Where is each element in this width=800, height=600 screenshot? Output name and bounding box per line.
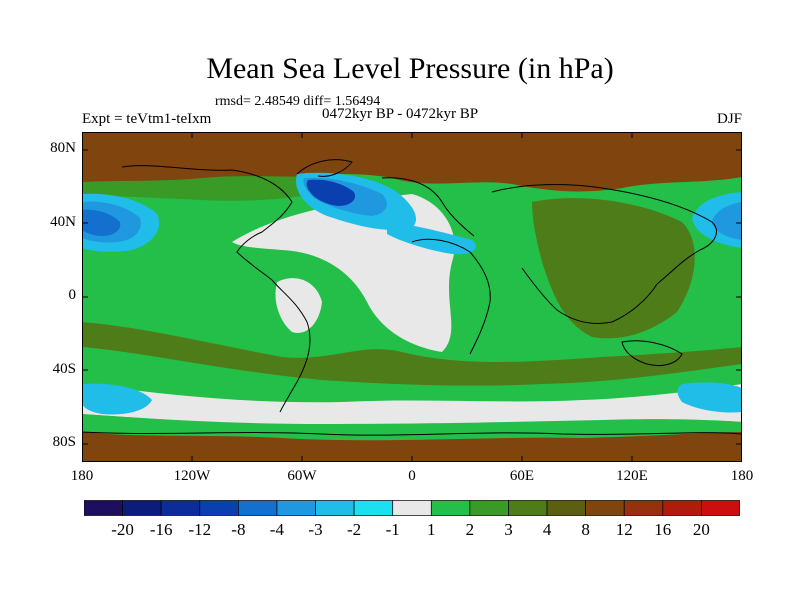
southern-neutral-band — [82, 384, 742, 426]
asia-olive-region — [532, 198, 695, 339]
lon-label-180w: 180 — [70, 468, 94, 484]
colorbar-swatch — [315, 500, 355, 516]
colorbar-swatch — [623, 500, 664, 516]
axis-ticks — [82, 132, 742, 462]
colorbar-label: 8 — [581, 520, 590, 539]
north-pacific-low-core-left — [82, 209, 121, 236]
colorbar-swatch — [353, 500, 394, 516]
colorbar-swatch — [84, 500, 123, 516]
colorbar-swatch — [585, 500, 625, 516]
lat-label-80n: 80N — [50, 140, 76, 156]
coastlines — [82, 159, 742, 436]
colorbar-label: -3 — [308, 520, 323, 539]
colorbar-label: 2 — [465, 520, 475, 539]
colorbar-swatch — [122, 500, 162, 516]
lon-label-60e: 60E — [509, 468, 535, 484]
colorbar-label: 3 — [504, 520, 513, 539]
colorbar-label: 1 — [427, 520, 436, 539]
colorbar-label: -2 — [347, 520, 362, 539]
south-pacific-low-left — [82, 383, 152, 415]
colorbar-label: -16 — [149, 520, 173, 539]
colorbar-label: 16 — [654, 520, 672, 539]
lon-label-180e: 180 — [730, 468, 754, 484]
lon-label-120e: 120E — [616, 468, 648, 484]
plot-title: Mean Sea Level Pressure (in hPa) — [206, 52, 614, 85]
lat-label-80s: 80S — [52, 434, 76, 450]
colorbar-swatch — [701, 500, 740, 516]
southern-olive-band — [82, 322, 742, 386]
experiment-label: Expt = teVtm1-teIxm — [82, 111, 212, 127]
colorbar-swatch — [662, 500, 702, 516]
stats-line: rmsd= 2.48549 diff= 1.56494 — [215, 94, 381, 109]
colorbar-swatch — [199, 500, 239, 516]
colorbar-label: 4 — [542, 520, 552, 539]
colorbar-swatch — [160, 500, 201, 516]
colorbar-swatch — [238, 500, 278, 516]
colorbar-swatch — [469, 500, 509, 516]
colorbar-label: -4 — [269, 520, 284, 539]
colorbar-label: -20 — [111, 520, 134, 539]
subtropical-atlantic-blue-tongue — [387, 222, 476, 255]
lon-label-120w: 120W — [173, 468, 211, 484]
lat-label-0: 0 — [68, 287, 77, 303]
period-label: 0472kyr BP - 0472kyr BP — [322, 106, 479, 122]
colorbar-swatch — [508, 500, 548, 516]
lat-label-40n: 40N — [50, 214, 76, 230]
colorbar-swatch — [430, 500, 471, 516]
colorbar-label: -12 — [188, 520, 212, 539]
colorbar — [84, 500, 740, 516]
lon-label-60w: 60W — [287, 468, 317, 484]
colorbar-label: 20 — [692, 520, 710, 539]
season-label: DJF — [716, 111, 742, 127]
pressure-map — [82, 132, 742, 462]
antarctic-brown-band — [82, 432, 742, 462]
lon-label-0: 0 — [408, 468, 416, 484]
colorbar-label: -1 — [385, 520, 400, 539]
south-america-neutral-region — [275, 278, 322, 333]
colorbar-label: 12 — [615, 520, 633, 539]
south-indian-low-right — [677, 382, 742, 413]
colorbar-label: -8 — [231, 520, 246, 539]
colorbar-swatch — [276, 500, 316, 516]
colorbar-swatch — [546, 500, 586, 516]
north-pacific-low-core-right — [712, 202, 742, 240]
colorbar-swatch — [392, 500, 432, 516]
north-atlantic-low-core — [306, 179, 356, 206]
northern-green-band — [82, 176, 312, 201]
lat-label-40s: 40S — [52, 361, 76, 377]
